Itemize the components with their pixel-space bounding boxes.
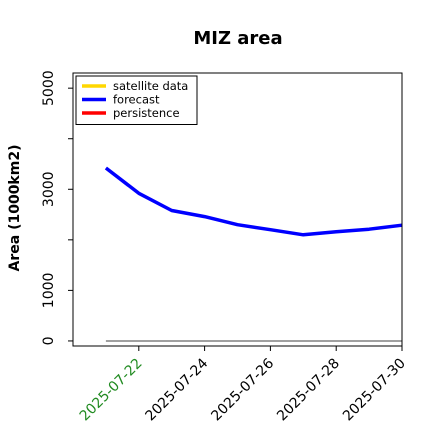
x-tick-label: 2025-07-26 [208,355,277,424]
legend-label: satellite data [113,79,188,93]
y-tick-label: 0 [41,336,57,345]
plot-area [104,166,403,342]
plot-frame [72,72,403,347]
legend-label: persistence [113,106,180,120]
y-axis-label: Area (1000km2) [7,145,23,272]
y-tick-label: 1000 [41,273,57,309]
y-tick-label: 5000 [41,70,57,106]
series-line-forecast [104,166,403,237]
x-tick-label: 2025-07-28 [274,356,343,425]
x-tick-label: 2025-07-24 [143,355,212,424]
x-tick-label: 2025-07-30 [340,356,409,425]
legend-box [75,75,198,125]
x-tick-label: 2025-07-22 [77,356,146,425]
legend-label: forecast [113,93,160,107]
y-tick-label: 3000 [41,171,57,207]
chart-title: MIZ area [193,28,282,49]
